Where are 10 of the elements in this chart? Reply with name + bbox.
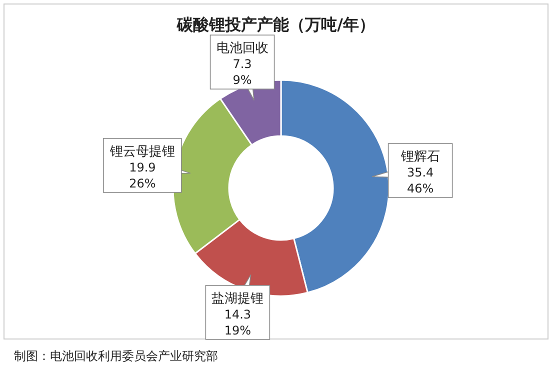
data-label: 14.3 19% [224,307,252,338]
chart-title: 碳酸锂投产产能（万吨/年） [176,15,375,34]
data-label: 19.9 26% [129,160,156,190]
slice-label: 电池回收 [216,41,268,56]
slice-label: 锂云母提锂 [108,144,175,160]
slice-label: 锂辉石 [400,150,440,165]
slice-label: 盐湖提锂 [212,291,264,306]
data-label: 35.4 46% [406,166,434,196]
data-label: 7.3 9% [232,57,252,88]
text: 制图：电池回收利用委员会产业研究部 [14,349,218,363]
